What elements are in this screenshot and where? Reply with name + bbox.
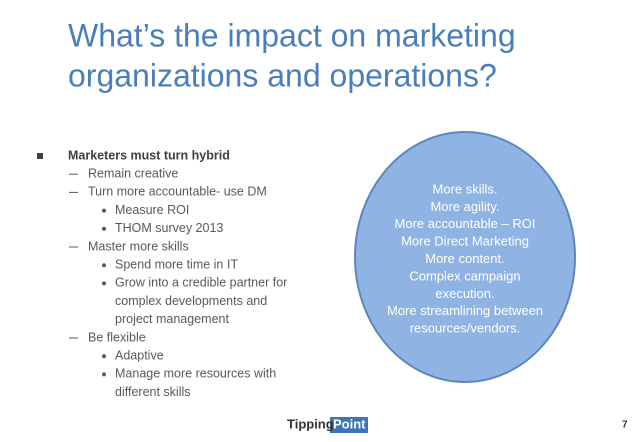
bullet-text: different skills: [115, 385, 191, 399]
circle-text: More agility.: [430, 199, 499, 214]
bullet-text: Measure ROI: [115, 203, 189, 217]
logo-box: [330, 417, 368, 433]
bullet-text: Master more skills: [88, 239, 189, 253]
bullet-text: THOM survey 2013: [115, 221, 223, 235]
page-number: 7: [622, 420, 628, 431]
slide-title: organizations and operations?: [68, 57, 497, 93]
circle-text: More skills.: [432, 181, 497, 196]
bullet-square: [37, 153, 43, 159]
bullet-dot: [102, 354, 106, 359]
bullet-dot: [102, 208, 106, 213]
circle-text: Complex campaign: [409, 268, 520, 283]
slide-title: What’s the impact on marketing: [68, 17, 516, 53]
logo-second: Point: [333, 416, 366, 431]
bullet-dot: [102, 263, 106, 268]
circle-text: More content.: [425, 251, 505, 266]
bullet-text: complex developments and: [115, 294, 267, 308]
circle-text: resources/vendors.: [410, 321, 521, 336]
circle-text: More accountable – ROI: [395, 216, 536, 231]
bullet-text: Manage more resources with: [115, 367, 276, 381]
bullet-dot: [102, 281, 106, 286]
bullet-text: Adaptive: [115, 348, 164, 362]
bullet-text: Turn more accountable- use DM: [88, 185, 267, 199]
circle: [354, 131, 576, 383]
circle-text: More Direct Marketing: [401, 234, 529, 249]
bullet-text: Spend more time in IT: [115, 257, 238, 271]
bullet-text: Be flexible: [88, 330, 146, 344]
bullet-heading: Marketers must turn hybrid: [68, 148, 230, 162]
circle-text: execution.: [435, 286, 494, 301]
bullet-dot: [102, 372, 106, 377]
bullet-text: project management: [115, 312, 229, 326]
logo-first: Tipping: [287, 416, 334, 431]
bullet-text: Grow into a credible partner for: [115, 276, 287, 290]
bullet-dot: [102, 226, 106, 231]
circle-text: More streamlining between: [387, 303, 543, 318]
bullet-text: Remain creative: [88, 166, 178, 180]
